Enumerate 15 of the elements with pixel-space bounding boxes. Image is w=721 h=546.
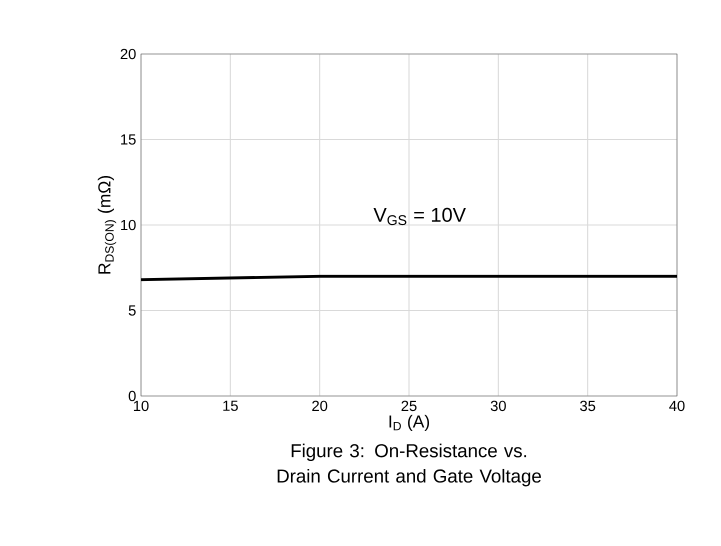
y-tick-label: 10 [121, 220, 136, 230]
y-axis-title: R$_{DS(ON)}$ (mΩ) [98, 176, 116, 274]
y-tick-label: 15 [121, 134, 136, 145]
y-tick-label: 5 [128, 305, 136, 316]
x-tick-label: 25 [402, 400, 417, 412]
annotation: V$_{GS}$ = 10V [374, 208, 466, 226]
x-axis-title: I$_{D}$ (A) [390, 414, 430, 432]
x-tick-label: 15 [223, 400, 238, 411]
x-tick-label: 20 [312, 400, 328, 412]
x-tick-label: 30 [490, 400, 506, 412]
x-tick-label: 35 [580, 400, 596, 412]
x-tick-label: 40 [669, 400, 685, 412]
y-tick-label: 20 [120, 48, 136, 60]
text: Figure 3: On-Resistance vs. Drain Current and Gate Voltage [278, 444, 541, 486]
y-tick-label: 0 [128, 390, 136, 402]
